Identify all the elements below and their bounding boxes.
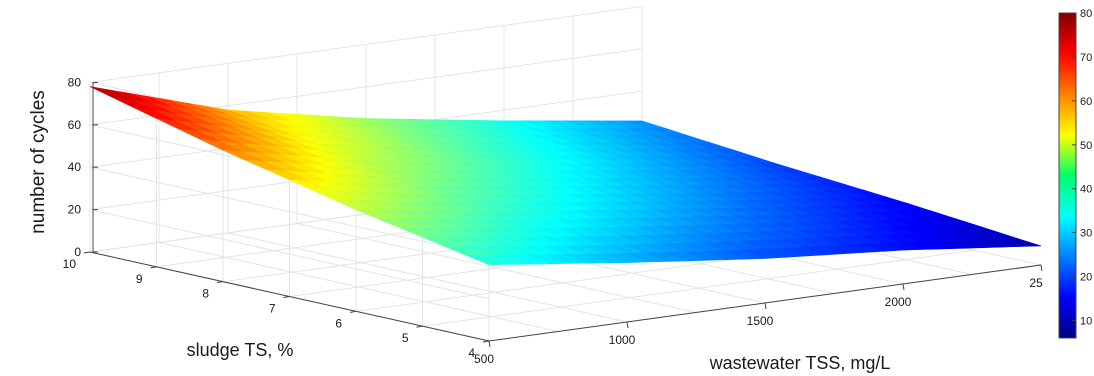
y-tick-mark xyxy=(150,266,157,269)
z-tick-label: 0 xyxy=(74,245,81,259)
y-tick-label: 9 xyxy=(136,272,143,286)
y-tick-mark xyxy=(349,310,357,313)
y-axis-title: sludge TS, % xyxy=(187,340,294,360)
x-tick-mark xyxy=(626,321,629,329)
colorbar-tick-label: 30 xyxy=(1080,228,1092,240)
colorbar-tick-label: 50 xyxy=(1080,140,1092,152)
z-tick-label: 60 xyxy=(68,118,82,132)
surface-mesh xyxy=(89,86,1042,266)
x-axis-title: wastewater TSS, mg/L xyxy=(709,353,891,373)
z-tick-label: 80 xyxy=(68,75,82,89)
z-tick-label: 20 xyxy=(68,203,82,217)
x-tick-mark xyxy=(902,283,905,291)
axes: 0 20 40 60 80 500 1000 1500 2000 25 4 5 6 7 8 9 10 number… xyxy=(28,75,1043,373)
x-tick-mark xyxy=(1040,264,1043,272)
y-tick-mark xyxy=(482,340,490,343)
x-tick-label: 2000 xyxy=(885,295,912,309)
colorbar-gradient xyxy=(1058,12,1077,339)
x-tick-label: 25 xyxy=(1029,276,1043,290)
z-tick-label: 40 xyxy=(68,160,82,174)
x-tick-label: 1500 xyxy=(747,314,774,328)
x-tick-label: 500 xyxy=(474,352,494,366)
y-tick-label: 7 xyxy=(269,302,276,316)
colorbar-tick-label: 40 xyxy=(1080,184,1092,196)
y-tick-label: 10 xyxy=(63,257,77,271)
y-tick-mark xyxy=(83,251,91,254)
colorbar: 10 20 30 40 50 60 70 80 xyxy=(1058,8,1092,339)
x-tick-label: 1000 xyxy=(609,333,636,347)
surface-facet xyxy=(466,254,509,266)
colorbar-tick-label: 70 xyxy=(1080,52,1092,64)
z-axis-title: number of cycles xyxy=(28,90,49,234)
y-tick-label: 5 xyxy=(402,331,409,345)
y-tick-mark xyxy=(283,296,290,298)
colorbar-tick-label: 10 xyxy=(1080,315,1092,327)
x-tick-mark xyxy=(488,340,491,348)
colorbar-tick-label: 20 xyxy=(1080,272,1092,284)
y-tick-label: 4 xyxy=(468,346,475,360)
y-tick-mark xyxy=(216,281,224,284)
colorbar-tick-label: 80 xyxy=(1080,8,1092,20)
y-tick-label: 6 xyxy=(335,316,342,330)
y-tick-label: 8 xyxy=(202,287,209,301)
colorbar-tick-label: 60 xyxy=(1080,96,1092,108)
x-tick-mark xyxy=(764,302,767,310)
y-tick-mark xyxy=(416,325,423,328)
grid-line xyxy=(89,90,643,257)
